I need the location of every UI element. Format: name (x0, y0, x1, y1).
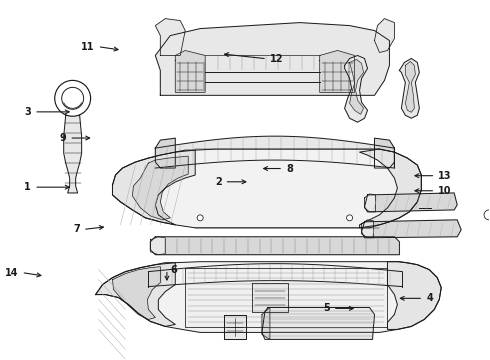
Circle shape (55, 80, 91, 116)
Polygon shape (113, 267, 160, 319)
Polygon shape (362, 220, 461, 238)
Polygon shape (374, 19, 394, 53)
Circle shape (484, 210, 490, 220)
Text: 5: 5 (323, 303, 330, 314)
Polygon shape (155, 19, 185, 55)
Text: 11: 11 (81, 42, 95, 51)
Text: 6: 6 (170, 265, 176, 275)
Circle shape (197, 215, 203, 221)
Circle shape (346, 215, 353, 221)
Polygon shape (262, 307, 374, 339)
Polygon shape (155, 23, 390, 95)
Text: 4: 4 (426, 293, 433, 303)
Polygon shape (64, 115, 82, 193)
Polygon shape (319, 50, 355, 92)
Text: 1: 1 (24, 182, 31, 192)
Polygon shape (155, 136, 394, 168)
Text: 8: 8 (286, 163, 293, 174)
Text: 10: 10 (439, 186, 452, 196)
Text: 9: 9 (60, 133, 66, 143)
Polygon shape (365, 193, 457, 212)
Polygon shape (388, 262, 441, 329)
Text: 3: 3 (24, 107, 31, 117)
Text: 13: 13 (439, 171, 452, 181)
Text: 12: 12 (270, 54, 283, 64)
Polygon shape (374, 138, 394, 168)
Polygon shape (113, 149, 421, 228)
Polygon shape (262, 307, 270, 339)
Polygon shape (365, 194, 375, 212)
Polygon shape (349, 59, 364, 114)
Polygon shape (399, 58, 419, 118)
Polygon shape (150, 237, 165, 255)
Polygon shape (155, 138, 175, 168)
Polygon shape (362, 220, 373, 238)
Polygon shape (252, 283, 288, 312)
Polygon shape (132, 156, 188, 220)
Polygon shape (405, 62, 416, 112)
Polygon shape (344, 55, 368, 122)
Polygon shape (185, 268, 388, 328)
Text: 7: 7 (73, 225, 80, 234)
Polygon shape (175, 50, 205, 92)
Polygon shape (148, 264, 402, 287)
Polygon shape (224, 315, 246, 339)
Circle shape (62, 87, 84, 109)
Polygon shape (150, 237, 399, 255)
Polygon shape (96, 263, 175, 327)
Polygon shape (96, 262, 441, 332)
Text: 14: 14 (5, 267, 19, 278)
Polygon shape (113, 150, 195, 225)
Text: 2: 2 (215, 177, 221, 187)
Polygon shape (360, 149, 421, 228)
